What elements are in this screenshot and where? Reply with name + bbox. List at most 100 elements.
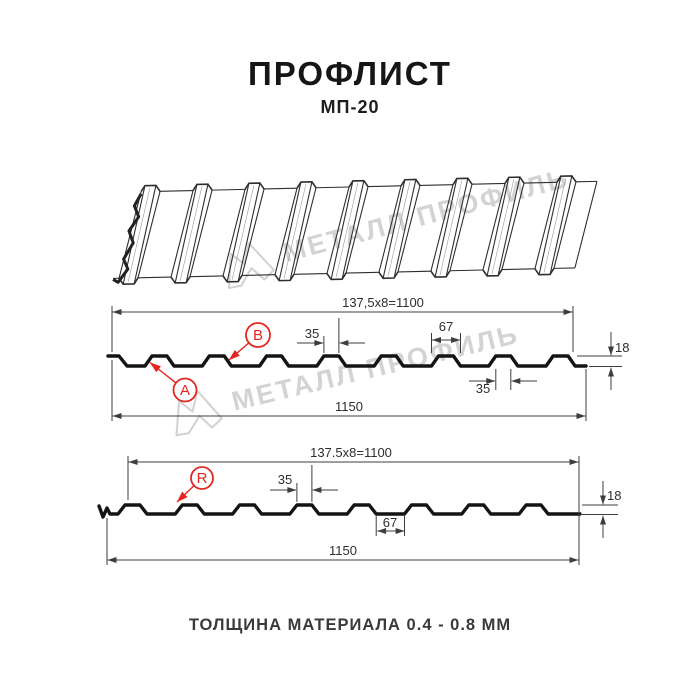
rib-top-section — [452, 177, 473, 186]
callout-leader — [149, 361, 177, 384]
rib-top-section — [348, 179, 369, 188]
rib-shading-line — [335, 182, 359, 278]
rib-edge-line — [222, 189, 246, 277]
rib-edge-line — [538, 176, 562, 275]
dimension-label: 35 — [476, 381, 490, 396]
rib-bottom-section — [170, 276, 191, 284]
rib-bottom-section — [222, 275, 243, 283]
dimension-label: 67 — [383, 515, 397, 530]
rib-shading-line — [127, 187, 151, 283]
rib-shading-line — [283, 183, 307, 279]
rib-top-section — [504, 176, 525, 184]
sheet-bottom-edge — [397, 270, 431, 273]
rib-top-section — [244, 182, 265, 190]
rib-shading-line — [491, 179, 515, 274]
sheet-bottom-edge — [241, 274, 276, 277]
rib-bottom-section — [482, 269, 503, 277]
rib-edge-line — [237, 182, 261, 282]
sheet-cut-edge — [112, 193, 143, 284]
rib-edge-line — [393, 179, 417, 279]
sheet-bottom-edge — [190, 275, 224, 278]
profile-cross-section-1 — [106, 354, 588, 368]
rib-edge-line — [278, 181, 302, 281]
callout-leader — [228, 342, 250, 361]
rib-edge-line — [434, 178, 458, 278]
sheet-top-edge — [471, 182, 505, 185]
sheet-top-edge — [264, 187, 298, 190]
material-thickness-note: ТОЛЩИНА МАТЕРИАЛА 0.4 - 0.8 ММ — [188, 616, 512, 634]
rib-bottom-section — [274, 273, 295, 282]
sheet-top-edge — [212, 188, 246, 191]
rib-edge-line — [185, 184, 209, 283]
callout-letter: A — [180, 382, 190, 399]
rib-edge-line — [330, 180, 354, 280]
rib-edge-line — [397, 185, 421, 273]
dimension-label: 35 — [278, 472, 292, 487]
rib-bottom-section — [326, 272, 347, 281]
rib-edge-line — [137, 191, 161, 278]
rib-shading-line — [543, 178, 567, 273]
dimension-label: 18 — [607, 488, 621, 503]
callout-labels: A B R — [149, 322, 271, 503]
dimension-label: 137.5x8=1100 — [310, 445, 392, 460]
rib-edge-line — [289, 181, 313, 281]
rib-edge-line — [482, 183, 506, 271]
rib-edge-line — [378, 185, 402, 273]
sheet-bottom-edge — [345, 271, 379, 274]
rib-shading-line — [231, 185, 255, 280]
rib-edge-line — [430, 184, 454, 272]
rib-edge-line — [341, 180, 365, 280]
sheet-bottom-edge — [501, 268, 535, 271]
callout-circle — [172, 377, 198, 403]
sheet-bottom-edge — [449, 269, 483, 272]
rib-edge-line — [553, 181, 577, 269]
rib-edge-line — [133, 185, 157, 285]
dimension-label: 1150 — [329, 543, 357, 558]
rib-bottom-section — [534, 267, 555, 276]
rib-edge-line — [497, 177, 521, 276]
rib-edge-line — [501, 182, 525, 270]
sheet-top-edge — [419, 184, 454, 186]
rib-top-section — [556, 175, 577, 183]
rib-edge-line — [122, 185, 146, 285]
dimension-label: 137,5x8=1100 — [342, 295, 424, 310]
profile-cross-section-2 — [97, 503, 582, 519]
rib-top-section — [400, 178, 421, 187]
callout-letter: R — [197, 470, 208, 487]
rib-edge-line — [174, 184, 198, 284]
rib-shading-line — [387, 181, 411, 277]
rib-shading-line — [439, 180, 463, 276]
rib-edge-line — [226, 183, 250, 282]
dimension-label: 1150 — [335, 399, 363, 414]
rib-edge-line — [293, 187, 317, 275]
rib-top-section — [192, 183, 213, 191]
rib-bottom-section — [378, 271, 399, 280]
rib-edge-line — [549, 175, 573, 275]
sheet-bottom-edge — [138, 276, 172, 279]
dimension-label: 18 — [615, 340, 629, 355]
callout-leader — [176, 485, 195, 503]
rib-edge-line — [241, 188, 265, 276]
rib-bottom-section — [118, 277, 139, 285]
dimension-label: 67 — [439, 319, 453, 334]
callout-circle — [245, 322, 271, 348]
page-title: ПРОФЛИСТ — [248, 55, 452, 92]
sheet-top-edge — [160, 190, 194, 192]
callout-circle — [190, 466, 214, 490]
rib-edge-line — [445, 178, 469, 277]
rib-edge-line — [326, 186, 350, 274]
rib-shading-line — [179, 186, 203, 281]
rib-bottom-section — [430, 270, 451, 278]
rib-top-section — [140, 184, 161, 193]
rib-edge-line — [274, 188, 298, 275]
product-code: МП-20 — [320, 97, 380, 117]
rib-edge-line — [449, 184, 473, 271]
rib-top-section — [296, 181, 317, 189]
rib-edge-line — [382, 179, 406, 279]
sheet-top-edge — [523, 181, 557, 184]
sheet-bottom-edge — [293, 272, 327, 275]
sheet-top-edge — [316, 186, 350, 189]
sheet-top-edge — [368, 185, 402, 188]
